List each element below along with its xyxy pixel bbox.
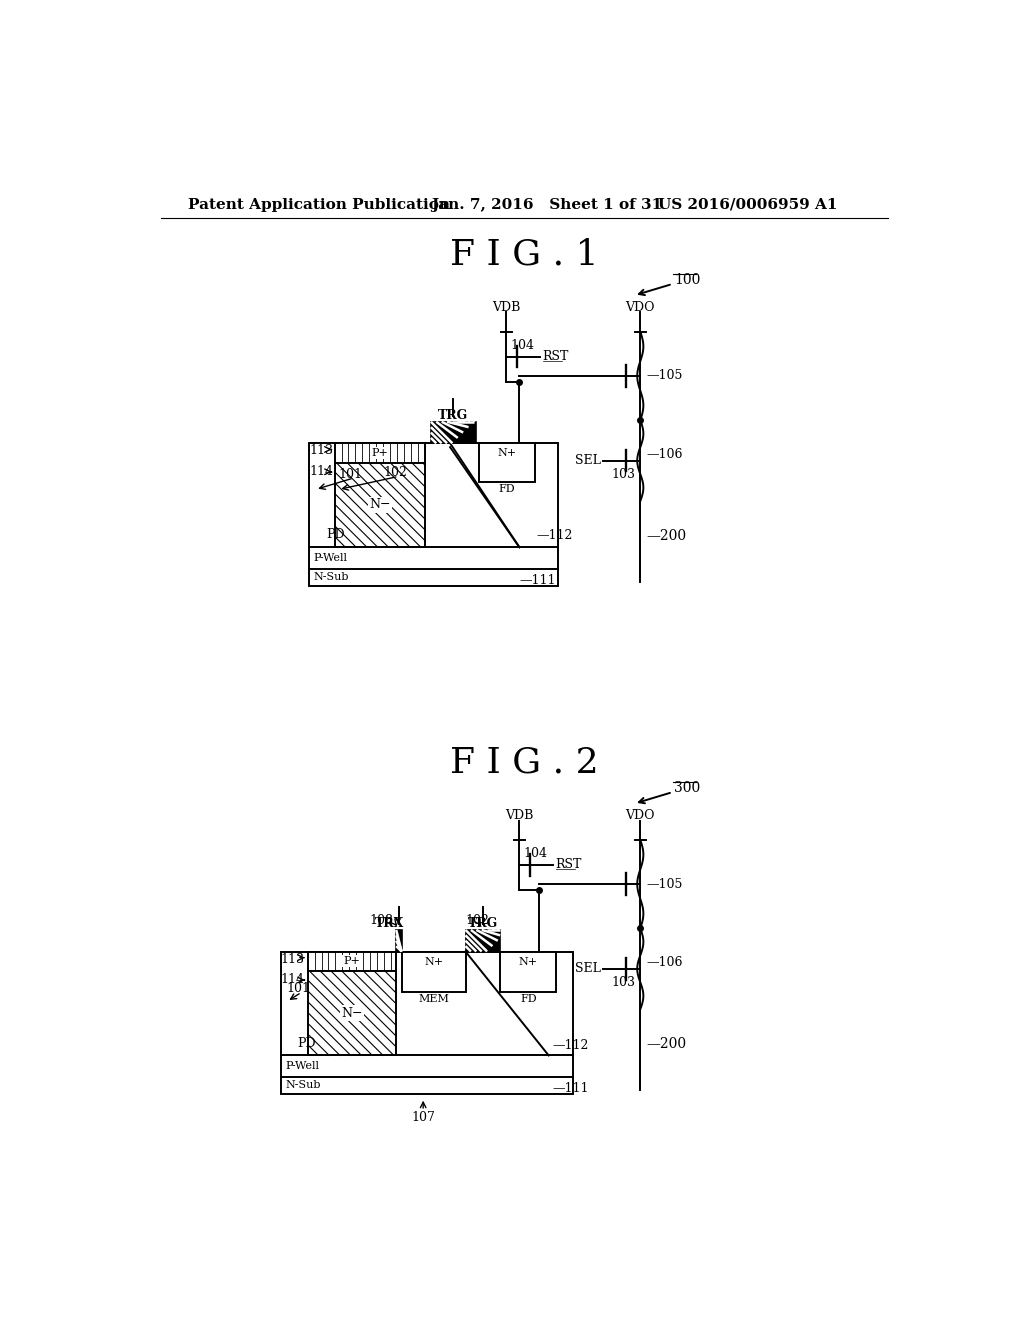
Text: N-Sub: N-Sub [313, 573, 349, 582]
Bar [281, 952, 573, 1094]
Bar [307, 952, 396, 970]
Text: PD: PD [298, 1036, 316, 1049]
Text: N+: N+ [424, 957, 443, 968]
Text: RST: RST [556, 858, 582, 871]
Text: —105: —105 [646, 878, 683, 891]
Bar [466, 929, 500, 952]
Text: 108: 108 [370, 915, 394, 927]
Text: RST: RST [543, 350, 569, 363]
Text: —112: —112 [537, 529, 572, 543]
Text: 113: 113 [309, 445, 333, 458]
Text: Patent Application Publication: Patent Application Publication [188, 198, 451, 211]
Text: SEL: SEL [575, 962, 601, 975]
Text: Jan. 7, 2016   Sheet 1 of 31: Jan. 7, 2016 Sheet 1 of 31 [431, 198, 663, 211]
Text: F I G . 1: F I G . 1 [451, 238, 599, 272]
Text: —111: —111 [519, 574, 556, 587]
Text: N−: N− [370, 499, 391, 511]
Bar [431, 422, 475, 444]
Text: TRG: TRG [468, 917, 498, 931]
Text: —112: —112 [553, 1039, 589, 1052]
Text: TRX: TRX [375, 917, 404, 931]
Text: US 2016/0006959 A1: US 2016/0006959 A1 [658, 198, 838, 211]
Text: 300: 300 [674, 781, 700, 795]
Text: —111: —111 [553, 1082, 589, 1096]
Bar [401, 952, 466, 991]
Text: N-Sub: N-Sub [286, 1081, 321, 1090]
Text: 101: 101 [287, 982, 310, 995]
Text: 104: 104 [510, 339, 535, 352]
Text: 114: 114 [309, 465, 333, 478]
Text: 107: 107 [412, 1110, 435, 1123]
Text: VDB: VDB [505, 809, 534, 822]
Bar [335, 444, 425, 462]
Text: 101: 101 [339, 467, 362, 480]
Bar [309, 444, 558, 586]
Text: N+: N+ [498, 447, 517, 458]
Text: FD: FD [520, 994, 537, 1005]
Bar [307, 970, 396, 1056]
Text: 103: 103 [611, 977, 635, 989]
Text: SEL: SEL [575, 454, 601, 467]
Text: 104: 104 [523, 847, 547, 861]
Text: VDO: VDO [626, 809, 655, 822]
Text: N−: N− [341, 1007, 362, 1019]
Text: —106: —106 [646, 447, 683, 461]
Bar [396, 929, 401, 952]
Bar [500, 952, 556, 991]
Text: P+: P+ [343, 956, 360, 966]
Text: —106: —106 [646, 956, 683, 969]
Text: —200: —200 [646, 529, 686, 543]
Text: 113: 113 [281, 953, 305, 966]
Text: TRG: TRG [438, 409, 468, 422]
Text: 100: 100 [674, 273, 700, 286]
Text: P-Well: P-Well [286, 1061, 319, 1072]
Text: 103: 103 [611, 469, 635, 480]
Text: FD: FD [499, 484, 515, 495]
Bar [479, 444, 535, 482]
Text: 102: 102 [384, 466, 408, 479]
Text: —105: —105 [646, 370, 683, 383]
Text: PD: PD [326, 528, 345, 541]
Text: N+: N+ [519, 957, 538, 968]
Text: MEM: MEM [418, 994, 449, 1005]
Text: F I G . 2: F I G . 2 [451, 746, 599, 780]
Text: P+: P+ [372, 447, 388, 458]
Text: VDO: VDO [626, 301, 655, 314]
Text: VDB: VDB [493, 301, 520, 314]
Bar [335, 462, 425, 548]
Text: 114: 114 [281, 973, 305, 986]
Text: P-Well: P-Well [313, 553, 348, 564]
Text: 102: 102 [465, 915, 489, 927]
Text: —200: —200 [646, 1038, 686, 1051]
